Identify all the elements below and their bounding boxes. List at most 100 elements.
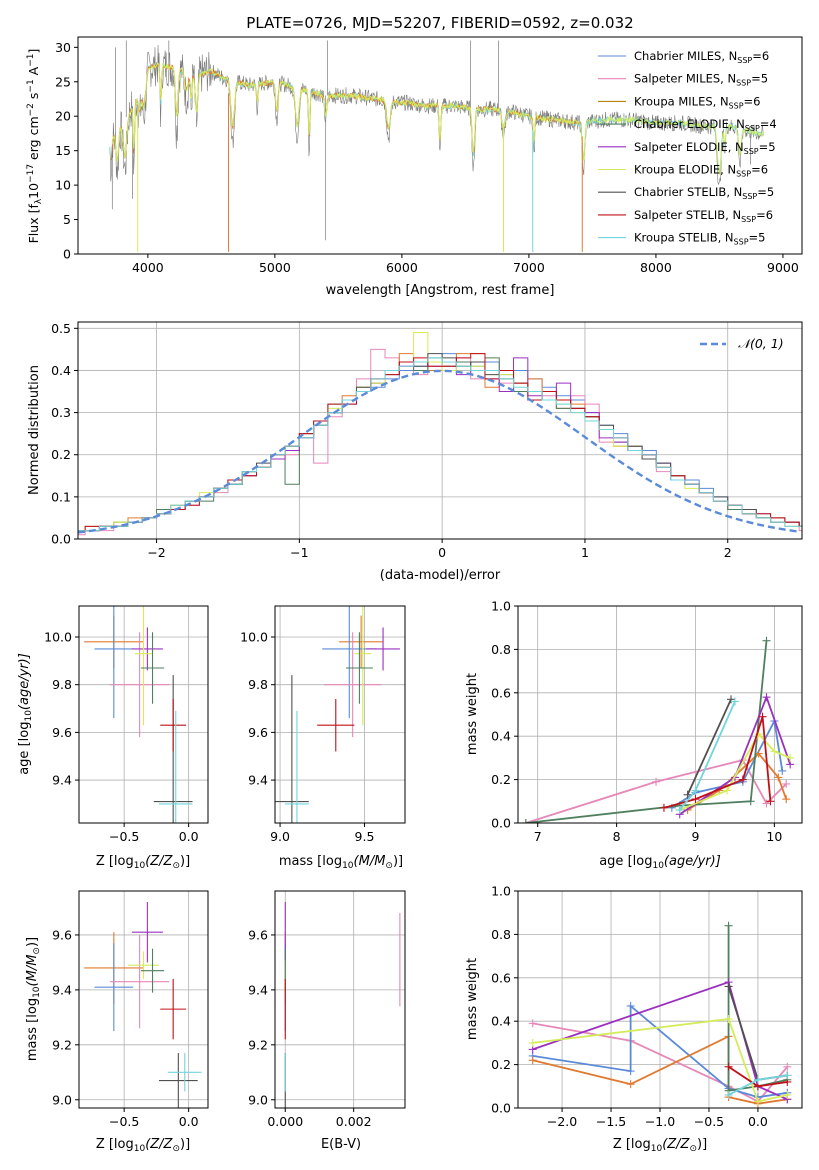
plus-marker	[770, 747, 779, 756]
plus-marker	[766, 797, 775, 806]
plus-marker	[786, 753, 795, 762]
y-tick-label: 9.2	[52, 1037, 72, 1052]
model-spectrum	[111, 62, 765, 176]
x-tick-label: 6000	[386, 260, 418, 275]
weight-line	[679, 694, 792, 816]
x-tick-label: 0.002	[336, 1114, 372, 1129]
y-tick-label: 0.3	[51, 405, 71, 420]
plus-marker	[659, 803, 668, 812]
legend-label: Kroupa MILES, NSSP=6	[634, 94, 760, 110]
weight-vs-metallicity-panel: −2.0 −1.5 −1.0 −0.5 0.0 0.0 0.2 0.4 0.6 0.8 1.0 Z …	[465, 884, 803, 1154]
plus-marker	[783, 1062, 792, 1071]
plus-marker	[730, 697, 739, 706]
y-tick-label: 9.8	[52, 677, 72, 692]
y-tick-label: 0.4	[491, 1014, 511, 1029]
y-tick-label: 10	[55, 178, 71, 193]
y-tick-label: 30	[55, 40, 71, 55]
plus-marker	[723, 786, 732, 795]
legend-label: 𝒩(0, 1)	[738, 336, 784, 351]
y-tick-label: 10.0	[44, 630, 72, 645]
y-tick-label: 1.0	[491, 884, 511, 899]
mass-vs-metallicity-panel: −0.5 0.0 9.0 9.2 9.4 9.6 Z [log10(Z/Z⊙)] mass…	[25, 890, 209, 1154]
plus-marker	[778, 766, 787, 775]
x-tick-label: 9.5	[355, 829, 375, 844]
age-z-ylabel: age [log10(age/yr)]	[17, 653, 34, 775]
legend-label: Chabrier STELIB, NSSP=5	[634, 185, 774, 201]
plus-marker	[724, 1015, 733, 1024]
y-tick-label: 9.4	[248, 773, 268, 788]
y-tick-label: 0	[63, 247, 71, 262]
plus-marker	[528, 1056, 537, 1065]
histogram-ylabel: Normed distribution	[27, 365, 42, 495]
plus-marker	[753, 1097, 762, 1106]
plus-marker	[774, 773, 783, 782]
legend-label: Chabrier ELODIE, NSSP=4	[634, 117, 777, 133]
mass-vs-extinction-panel: 0.000 0.002 9.0 9.2 9.4 9.6 E(B-V)	[248, 890, 406, 1152]
y-tick-label: 9.6	[52, 725, 72, 740]
weight-age-xlabel: age [log10(age/yr)]	[599, 854, 721, 871]
plus-marker	[782, 795, 791, 804]
weight-line	[525, 640, 768, 823]
x-tick-label: −2.0	[547, 1114, 577, 1129]
y-tick-label: 1.0	[491, 599, 511, 614]
plus-marker	[691, 786, 700, 795]
plus-marker	[724, 921, 733, 930]
y-tick-label: 9.4	[248, 982, 268, 997]
y-tick-label: 0.6	[491, 970, 511, 985]
y-tick-label: 5	[63, 212, 71, 227]
weight-line	[686, 698, 732, 796]
plus-marker	[675, 805, 684, 814]
y-tick-label: 9.6	[52, 927, 72, 942]
y-tick-label: 20	[55, 109, 71, 124]
x-tick-label: 7	[534, 829, 542, 844]
y-tick-label: 0.2	[491, 1057, 511, 1072]
histogram-legend: 𝒩(0, 1)	[700, 336, 784, 351]
x-tick-label: 10	[766, 829, 782, 844]
weight-vs-age-panel: 7 8 9 10 0.0 0.2 0.4 0.6 0.8 1.0 age [log10(age/y…	[465, 599, 803, 871]
age-z-xlabel: Z [log10(Z/Z⊙)]	[96, 854, 190, 871]
x-tick-label: 0.0	[179, 1114, 199, 1129]
age-vs-mass-panel: 9.0 9.5 9.4 9.6 9.8 10.0 mass [log10(M/M⊙)]	[240, 605, 406, 871]
x-tick-label: 5000	[259, 260, 291, 275]
y-tick-label: 0.0	[491, 1101, 511, 1116]
y-tick-label: 9.6	[248, 927, 268, 942]
age-z-frame	[78, 605, 209, 824]
plus-marker	[738, 775, 747, 784]
spectrum-title: PLATE=0726, MJD=52207, FIBERID=0592, z=0…	[246, 14, 633, 32]
y-tick-label: 9.6	[248, 725, 268, 740]
weight-line	[532, 1018, 788, 1103]
y-tick-label: 15	[55, 143, 71, 158]
plus-marker	[626, 1067, 635, 1076]
x-tick-label: −0.5	[109, 1114, 139, 1129]
plus-marker	[783, 1071, 792, 1080]
mass-z-xlabel: Z [log10(Z/Z⊙)]	[96, 1137, 190, 1154]
age-vs-metallicity-panel: −0.5 0.0 9.4 9.6 9.8 10.0 Z [log10(Z/Z⊙)] age…	[17, 605, 209, 871]
plus-marker	[521, 819, 530, 823]
legend-label: Salpeter STELIB, NSSP=6	[634, 208, 773, 224]
x-tick-label: 7000	[513, 260, 545, 275]
spectrum-legend: Chabrier MILES, NSSP=6 Salpeter MILES, NS…	[598, 49, 777, 247]
legend-label: Salpeter MILES, NSSP=5	[634, 72, 768, 88]
y-tick-label: 0.8	[491, 927, 511, 942]
mass-ebv-frame	[274, 890, 406, 1109]
plus-marker	[783, 1090, 792, 1099]
residual-histogram-panel: −2 −1 0 1 2 0.0 0.1 0.2 0.3 0.4 0.5 (data-model)/e…	[27, 321, 803, 583]
spectrum-frame	[77, 36, 803, 255]
plus-marker	[626, 1080, 635, 1089]
plus-marker	[762, 636, 771, 645]
y-tick-label: 9.0	[52, 1092, 72, 1107]
plus-marker	[691, 795, 700, 804]
plus-marker	[758, 712, 767, 721]
weight-age-ylabel: mass weight	[465, 673, 480, 755]
weight-age-frame	[517, 605, 803, 824]
normal-curve	[78, 369, 800, 534]
x-tick-label: 9000	[767, 260, 799, 275]
plus-marker	[626, 1002, 635, 1011]
mass-z-frame	[78, 890, 209, 1109]
x-tick-label: 0.0	[179, 829, 199, 844]
mass-ebv-xlabel: E(B-V)	[321, 1137, 361, 1152]
spectrum-panel: PLATE=0726, MJD=52207, FIBERID=0592, z=0…	[26, 14, 803, 298]
mass-z-ylabel: mass [log10(M/M⊙)]	[25, 937, 42, 1061]
x-tick-label: 9	[692, 829, 700, 844]
